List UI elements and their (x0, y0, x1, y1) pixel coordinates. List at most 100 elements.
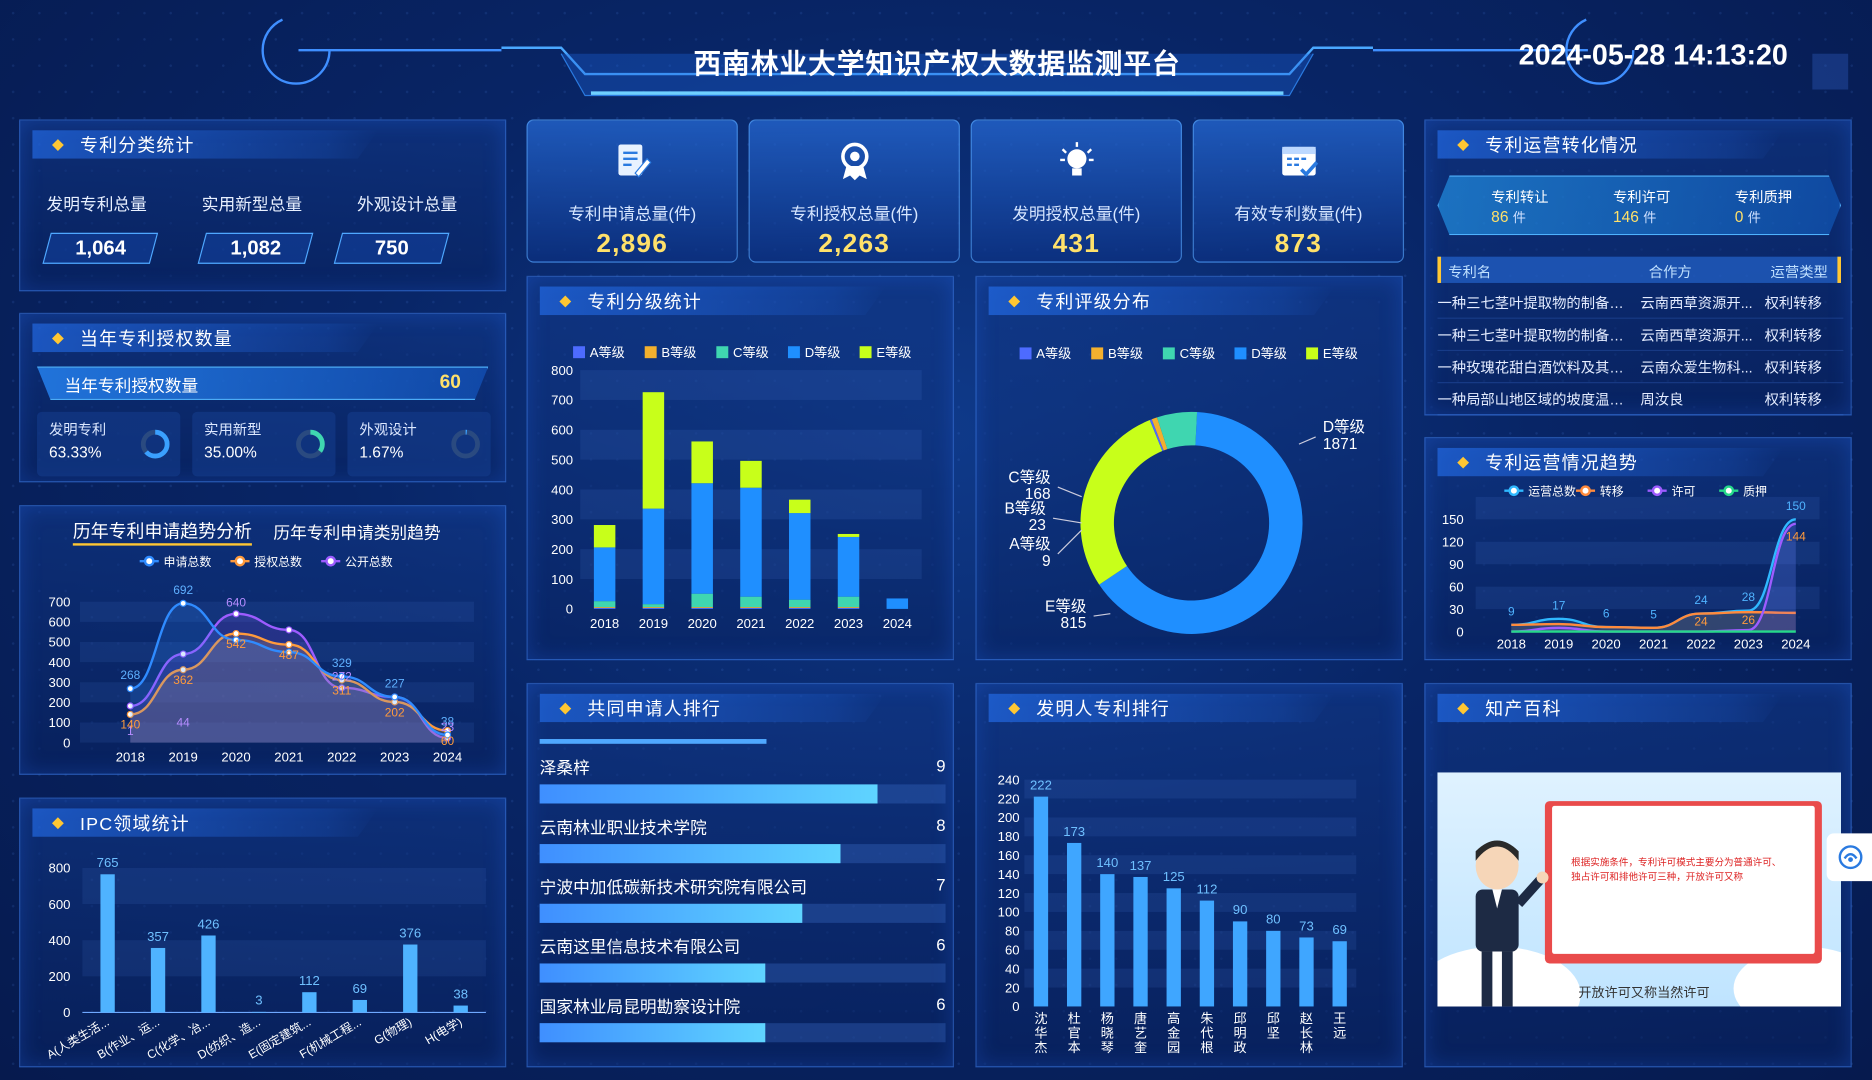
y-tick-label: 0 (1456, 624, 1463, 639)
inventor-name-char: 根 (1200, 1040, 1213, 1055)
legend-label: C等级 (733, 344, 769, 360)
applicant-name: 国家林业局昆明勘察设计院 (539, 996, 741, 1017)
panel-title: 专利分类统计 (32, 130, 379, 159)
y-tick-label: 800 (551, 363, 573, 378)
legend-label: 授权总数 (254, 555, 302, 569)
grid-band (1024, 779, 1357, 799)
data-point (391, 693, 399, 701)
ranking-row: 云南林业职业技术学院 8 (539, 815, 946, 865)
data-label: 23 (441, 720, 455, 734)
stacked-bar-segment (642, 604, 665, 608)
y-tick-label: 200 (551, 542, 573, 557)
x-tick-label: 2018 (590, 616, 619, 631)
table-row[interactable]: 一种三七茎叶提取物的制备方... 云南西草资源开... 权利转移 (1437, 320, 1844, 352)
table-row[interactable]: 一种玫瑰花甜白酒饮料及其制... 云南众爱生物科... 权利转移 (1437, 352, 1844, 384)
panel-wiki: 知产百科 根据实施条件，专利许可模式主要分为普通许可、独占许可和排他许可三种，开… (1424, 682, 1852, 1068)
x-tick-label: 2020 (1592, 636, 1621, 651)
stacked-bar-segment (886, 598, 909, 609)
tab-trend-category[interactable]: 历年专利申请类别趋势 (273, 522, 441, 543)
patent-name-cell: 一种玫瑰花甜白酒饮料及其制... (1437, 359, 1631, 377)
applicant-count: 6 (936, 994, 946, 1014)
data-label: 311 (332, 683, 351, 697)
inventor-name-char: 杰 (1034, 1040, 1047, 1055)
y-tick-label: 140 (998, 867, 1020, 882)
data-label: 173 (1063, 824, 1085, 839)
y-tick-label: 0 (63, 1005, 70, 1020)
stacked-bar-segment (740, 607, 762, 608)
operation-summary-bar: 专利转让 86 件 专利许可 146 件 专利质押 0 件 (1437, 175, 1841, 236)
trend-chart: 申请总数 授权总数 公开总数 0 100 200 300 400 500 600 700 2018 20… (49, 555, 474, 765)
annual-grant-bar-label: 当年专利授权数量 (64, 376, 199, 396)
stacked-bar-segment (788, 607, 811, 608)
table-row[interactable]: 一种局部山地区域的坡度温度... 周汝良 权利转移 (1437, 384, 1844, 416)
wiki-illustration[interactable]: 根据实施条件，专利许可模式主要分为普通许可、独占许可和排他许可三种，开放许可又称… (1437, 772, 1841, 1007)
design-total-label: 外观设计总量 (356, 194, 458, 214)
data-label: 80 (1266, 912, 1281, 927)
legend-label: D等级 (805, 344, 841, 360)
utility-total-value: 1,082 (197, 232, 314, 264)
stat-label: 专利授权总量(件) (790, 204, 919, 224)
inventor-name-char: 明 (1234, 1025, 1247, 1040)
data-label: 202 (385, 705, 405, 719)
stacked-bar-segment (788, 513, 811, 600)
stacked-bar-segment (837, 607, 860, 609)
y-tick-label: 40 (1005, 961, 1020, 976)
stat-label: 有效专利数量(件) (1234, 204, 1363, 224)
applicant-name: 宁波中加低碳新技术研究院有限公司 (539, 877, 808, 897)
inventor-name-char: 代 (1200, 1025, 1213, 1040)
bar (1232, 921, 1248, 1007)
patent-name-cell: 一种三七茎叶提取物的制备方... (1437, 327, 1631, 344)
y-tick-label: 200 (49, 969, 71, 984)
data-label: 268 (120, 668, 140, 682)
stacked-bar-segment (837, 596, 860, 608)
x-tick-label: 2021 (736, 616, 765, 631)
stacked-bar-segment (691, 593, 713, 608)
bar (539, 1023, 766, 1043)
x-tick-label: H(电学) (423, 1015, 465, 1047)
legend-marker (1651, 485, 1663, 497)
data-label: 137 (1130, 858, 1152, 873)
applicant-name: 云南这里信息技术有限公司 (539, 937, 741, 957)
legend-marker (234, 555, 246, 567)
stacked-bar-segment (593, 601, 616, 608)
ring-gauge (140, 429, 170, 459)
ring-design: 外观设计 1.67% (347, 411, 491, 477)
inventor-name-char: 艺 (1134, 1025, 1147, 1040)
data-point (285, 626, 293, 634)
donut-slice (1080, 420, 1163, 585)
floating-assistant-button[interactable] (1826, 833, 1872, 882)
data-label: 1 (127, 724, 134, 738)
inventor-name-char: 政 (1234, 1040, 1247, 1055)
partner-cell: 周汝良 (1640, 391, 1684, 409)
stacked-bar-segment (837, 607, 860, 608)
legend-label: 运营总数 (1528, 484, 1576, 498)
tab-trend-analysis[interactable]: 历年专利申请趋势分析 (72, 518, 252, 546)
table-row[interactable]: 一种三七茎叶提取物的制备方... 云南西草资源开... 权利转移 (1437, 288, 1844, 319)
stacked-bar-segment (642, 508, 665, 605)
y-tick-label: 100 (998, 905, 1020, 920)
legend-label: 许可 (1671, 484, 1695, 498)
data-label: 376 (399, 925, 421, 940)
legend-marker (1580, 485, 1591, 497)
data-label: 765 (97, 855, 119, 870)
pledge-label: 专利质押 (1734, 188, 1793, 206)
partner-cell: 云南西草资源开... (1640, 327, 1753, 344)
inventor-name-char: 奎 (1134, 1040, 1147, 1055)
data-point (232, 629, 240, 638)
y-tick-label: 500 (49, 635, 71, 650)
data-label: 542 (226, 637, 246, 651)
x-tick-label: 2020 (221, 750, 250, 765)
x-tick-label: 2019 (1544, 636, 1573, 651)
inventor-name-char: 沈 (1034, 1011, 1047, 1026)
data-label: 60 (441, 734, 455, 748)
legend-label: D等级 (1251, 345, 1287, 361)
wiki-book-text: 根据实施条件，专利许可模式主要分为普通许可、独占许可和排他许可三种，开放许可又称 (1571, 857, 1782, 883)
annual-grant-bar: 当年专利授权数量 60 (37, 366, 489, 400)
stacked-bar-segment (642, 607, 665, 609)
y-tick-label: 200 (49, 695, 71, 710)
bar (1332, 941, 1347, 1007)
leader-line (1093, 613, 1111, 617)
rating-chart: A等级 B等级 C等级 D等级 E等级D等级1871C等级168B等级23A等级9E等级… (1004, 345, 1365, 634)
bar (1133, 876, 1148, 1007)
y-tick-label: 400 (49, 655, 71, 670)
